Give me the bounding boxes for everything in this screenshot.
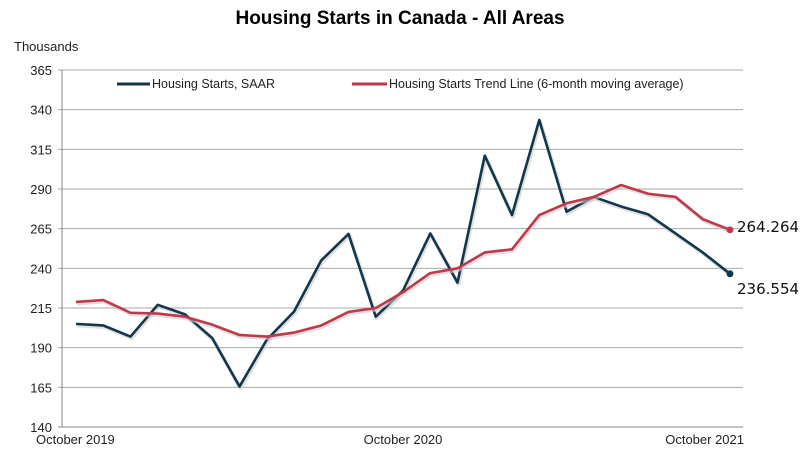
data-point	[726, 226, 734, 234]
series-line	[75, 118, 731, 388]
y-tick-label: 165	[30, 380, 52, 395]
end-value-label: 236.554	[737, 280, 799, 298]
y-tick-label: 365	[30, 63, 52, 78]
data-point	[726, 270, 734, 278]
y-tick-label: 315	[30, 142, 52, 157]
x-tick-label: October 2019	[36, 432, 115, 447]
legend: Housing Starts, SAAR Housing Starts Trend…	[117, 77, 684, 91]
x-tick-label: October 2021	[665, 432, 744, 447]
y-tick-label: 215	[30, 301, 52, 316]
y-tick-label: 190	[30, 341, 52, 356]
y-tick-label: 140	[30, 420, 52, 435]
x-tick-label: October 2020	[364, 432, 443, 447]
y-tick-label: 290	[30, 182, 52, 197]
y-axis-label: Thousands	[14, 39, 79, 54]
series-line	[75, 183, 731, 338]
legend-label: Housing Starts, SAAR	[152, 77, 275, 91]
y-tick-label: 240	[30, 261, 52, 276]
legend-label: Housing Starts Trend Line (6-month movin…	[389, 77, 684, 91]
end-value-label: 264.264	[737, 218, 799, 236]
y-tick-label: 265	[30, 222, 52, 237]
chart-title: Housing Starts in Canada - All Areas	[235, 8, 564, 29]
y-tick-label: 340	[30, 103, 52, 118]
